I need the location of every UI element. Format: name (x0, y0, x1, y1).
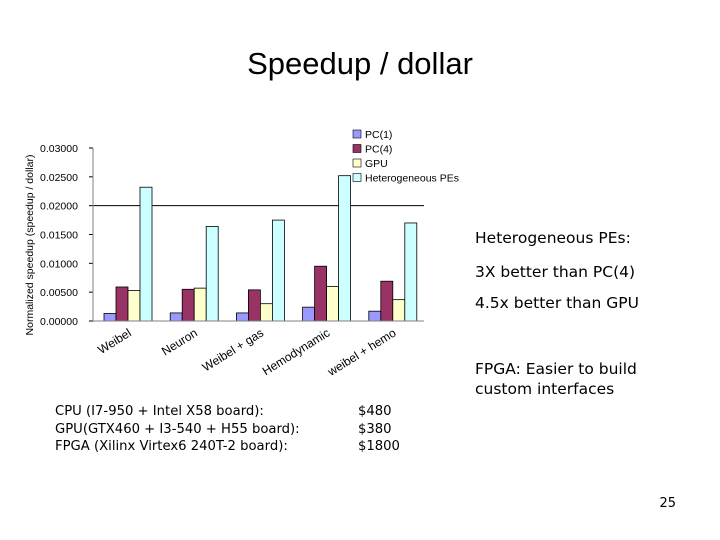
cost-value: $1800 (358, 439, 400, 454)
bar-pc-4--0 (115, 286, 129, 322)
bar-pc-1--3 (302, 306, 316, 322)
axes (92, 148, 424, 322)
x-tick-label: Hemodynamic (260, 326, 332, 379)
note-heterogeneous-heading: Heterogeneous PEs: (475, 229, 631, 247)
cost-value: $380 (358, 421, 392, 437)
bar-pc-4--3 (314, 265, 328, 322)
y-tick-label: 0.02000 (40, 201, 78, 213)
cost-row-cpu: CPU (I7-950 + Intel X58 board): $480 (55, 403, 400, 421)
bar-gpu-3 (326, 285, 340, 322)
cost-label: CPU (I7-950 + Intel X58 board): (55, 404, 264, 419)
note-vs-gpu: 4.5x better than GPU (475, 294, 639, 312)
slide-title: Speedup / dollar (247, 46, 473, 81)
cost-label: GPU(GTX460 + I3-540 + H55 board): (55, 421, 300, 437)
legend-label: PC(1) (365, 129, 392, 141)
y-tick-label: 0.01500 (40, 230, 78, 242)
y-axis-title-group: Normalized speedup (speedup / dollar) (24, 155, 36, 336)
legend-swatch (352, 144, 362, 153)
bar-heterogeneous-pes-4 (404, 222, 418, 322)
cost-row-gpu: GPU(GTX460 + I3-540 + H55 board): $380 (55, 421, 400, 439)
x-tick-label: Neuron (159, 326, 200, 359)
bar-pc-4--1 (181, 288, 195, 322)
bar-heterogeneous-pes-1 (205, 226, 219, 322)
x-tick-label: Weibel (95, 326, 133, 357)
bar-heterogeneous-pes-2 (271, 219, 285, 322)
y-axis-title: Normalized speedup (speedup / dollar) (24, 155, 36, 336)
cost-table: CPU (I7-950 + Intel X58 board): $480 GPU… (55, 403, 400, 456)
bar-gpu-2 (259, 303, 273, 322)
note-fpga: FPGA: Easier to build custom interfaces (475, 360, 637, 398)
page-number: 25 (659, 496, 676, 511)
x-axis-ticks: Weibel Neuron Weibel + gasHemodynamicweibe… (95, 326, 398, 380)
y-tick-label: 0.00000 (40, 316, 78, 328)
bar-pc-4--2 (247, 289, 261, 322)
bar-gpu-4 (392, 299, 406, 322)
bar-heterogeneous-pes-0 (139, 186, 153, 322)
cost-row-fpga: FPGA (Xilinx Virtex6 240T-2 board): $180… (55, 438, 400, 456)
y-tick-label: 0.01000 (40, 258, 78, 270)
x-tick-label: weibel + hemo (324, 326, 398, 380)
cost-value: $480 (358, 404, 392, 419)
y-tick-label: 0.02500 (40, 172, 78, 184)
y-tick-label: 0.03000 (40, 143, 78, 155)
bar-gpu-1 (193, 287, 207, 322)
note-vs-pc4: 3X better than PC(4) (475, 263, 636, 281)
legend-swatch (352, 129, 362, 139)
bar-gpu-0 (127, 290, 141, 322)
legend: PC(1) PC(4) GPU Heterogeneous PEs (352, 129, 459, 185)
legend-swatch (352, 173, 362, 182)
bar-pc-1--2 (235, 312, 249, 322)
bar-pc-1--4 (368, 310, 382, 322)
bar-pc-1--0 (103, 313, 117, 322)
legend-swatch (352, 158, 362, 168)
legend-label: Heterogeneous PEs (365, 173, 459, 185)
legend-label: GPU (365, 158, 388, 170)
y-axis-ticks: 0.00000 0.00500 0.01000 0.01500 0.02000 0.025… (40, 143, 93, 328)
cost-label: FPGA (Xilinx Virtex6 240T-2 board): (55, 439, 288, 454)
bar-pc-4--4 (380, 280, 394, 322)
bar-pc-1--1 (169, 312, 183, 322)
x-tick-label: Weibel + gas (200, 326, 266, 375)
y-tick-label: 0.00500 (40, 287, 78, 299)
bar-heterogeneous-pes-3 (338, 175, 352, 322)
legend-label: PC(4) (365, 144, 392, 156)
